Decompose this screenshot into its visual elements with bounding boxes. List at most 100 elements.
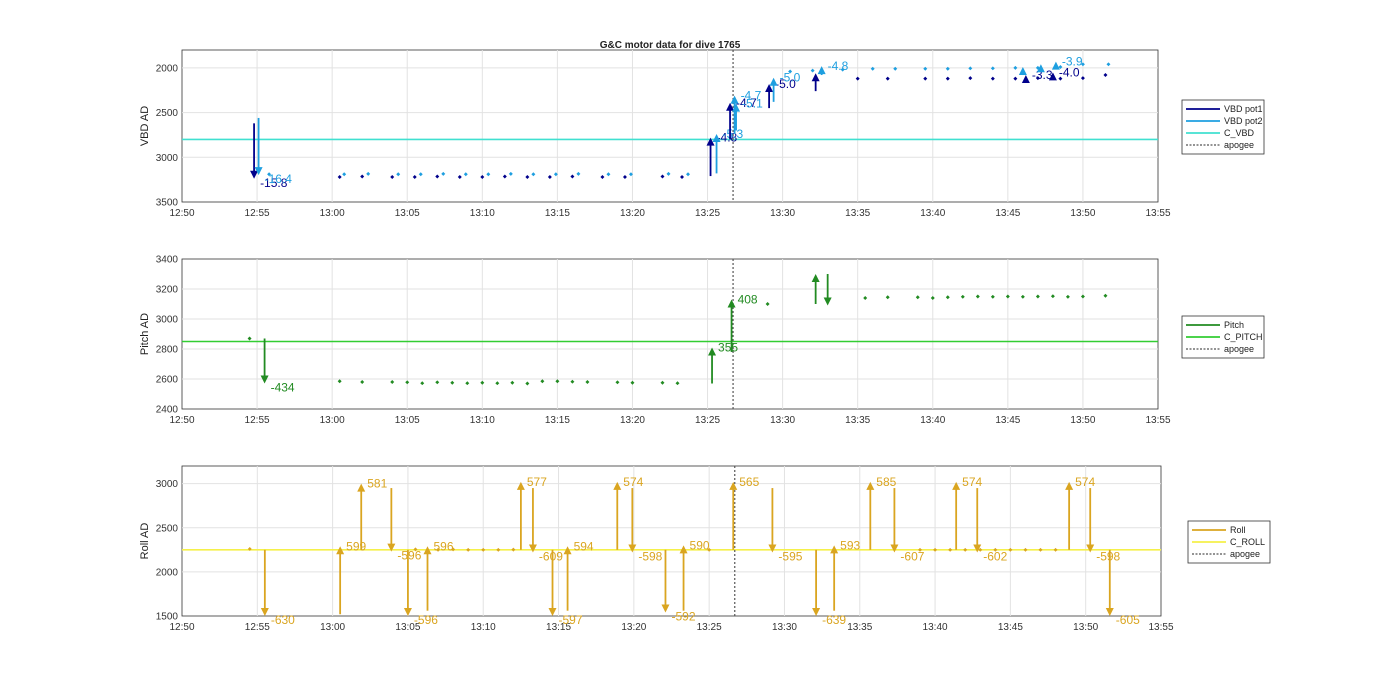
motor-move-arrowhead (727, 299, 736, 308)
x-tick-label: 13:05 (395, 208, 420, 219)
plot-area (181, 49, 1159, 203)
motor-move-arrowhead (706, 137, 715, 146)
motor-move-arrowhead (250, 170, 259, 179)
y-tick-label: 2000 (156, 567, 179, 578)
panel-2: 12:50 12:55 13:00 13:05 13:10 13:15 13:20 13:25… (139, 255, 1265, 426)
motor-move-arrowhead (866, 481, 875, 490)
x-tick-label: 13:35 (845, 208, 870, 219)
motor-move-arrowhead (357, 483, 366, 492)
x-tick-label: 12:55 (245, 622, 270, 633)
motor-move-arrowhead (732, 103, 741, 112)
motor-move-label: -3.3 (1032, 68, 1053, 82)
data-point (978, 547, 983, 552)
motor-move-arrowhead (613, 481, 622, 490)
motor-move-label: -592 (671, 609, 695, 623)
motor-move-arrowhead (403, 608, 412, 616)
data-point (933, 547, 938, 552)
motor-move-label: -5.0 (775, 77, 796, 91)
x-tick-label: 13:00 (320, 415, 345, 426)
x-tick-label: 13:05 (395, 622, 420, 633)
data-point (963, 547, 968, 552)
legend-entry: apogee (1230, 549, 1260, 559)
x-tick-label: 13:45 (995, 415, 1020, 426)
x-tick-label: 13:40 (920, 415, 945, 426)
motor-move-arrowhead (679, 545, 688, 554)
motor-move-label: -605 (1116, 613, 1140, 627)
x-tick-label: 12:50 (169, 208, 194, 219)
motor-move-arrowhead (830, 545, 839, 554)
motor-move-arrowhead (712, 134, 721, 143)
x-tick-label: 13:25 (695, 415, 720, 426)
motor-move-arrowhead (260, 608, 269, 616)
motor-move-arrowhead (336, 546, 345, 555)
motor-move-label: -15.8 (260, 176, 288, 190)
x-tick-label: 13:40 (920, 208, 945, 219)
motor-move-arrowhead (661, 604, 670, 613)
motor-move-arrowhead (1086, 544, 1095, 553)
motor-move-label: -597 (559, 613, 583, 627)
motor-move-label: -434 (271, 381, 295, 395)
motor-move-arrowhead (563, 546, 572, 555)
motor-move-arrowhead (628, 544, 637, 553)
motor-move-label: 593 (840, 538, 860, 552)
motor-move-label: -630 (271, 613, 295, 627)
motor-move-label: -598 (1096, 549, 1120, 563)
data-point (502, 174, 507, 179)
motor-move-label: 408 (738, 293, 758, 307)
motor-move-arrowhead (768, 544, 777, 553)
data-point (247, 336, 252, 341)
motor-move-arrowhead (765, 83, 774, 92)
y-tick-label: 2600 (156, 375, 179, 386)
x-tick-label: 13:00 (320, 622, 345, 633)
data-point (918, 547, 922, 552)
data-point (413, 547, 418, 552)
data-point (360, 174, 365, 179)
data-point (570, 379, 575, 384)
x-tick-label: 12:50 (169, 622, 194, 633)
x-tick-label: 13:50 (1073, 622, 1098, 633)
motor-move-label: -4.7 (741, 89, 762, 103)
x-tick-label: 12:50 (169, 415, 194, 426)
legend-entry: apogee (1224, 344, 1254, 354)
motor-move-label: 574 (962, 475, 982, 489)
y-tick-label: 2500 (156, 108, 179, 119)
motor-move-arrowhead (769, 77, 778, 86)
y-axis-label: Roll AD (139, 523, 151, 560)
data-point (1008, 547, 1013, 552)
x-tick-label: 13:10 (470, 415, 495, 426)
x-tick-label: 13:15 (545, 208, 570, 219)
motor-move-label: 577 (527, 475, 547, 489)
x-tick-label: 12:55 (245, 208, 270, 219)
motor-move-label: -596 (414, 613, 438, 627)
motor-move-arrowhead (260, 375, 269, 384)
x-tick-label: 13:35 (847, 622, 872, 633)
motor-move-arrowhead (817, 66, 826, 75)
motor-move-arrowhead (811, 73, 820, 82)
x-tick-label: 13:45 (995, 208, 1020, 219)
data-point (435, 174, 440, 179)
motor-move-label: 594 (574, 539, 594, 553)
x-tick-label: 13:20 (620, 208, 645, 219)
legend-entry: apogee (1224, 140, 1254, 150)
motor-move-arrowhead (708, 347, 717, 356)
x-tick-label: 13:30 (770, 208, 795, 219)
x-tick-label: 13:00 (320, 208, 345, 219)
x-tick-label: 13:55 (1145, 208, 1170, 219)
motor-move-label: -16.4 (265, 172, 293, 186)
data-point (675, 381, 680, 386)
y-tick-label: 3500 (156, 198, 179, 209)
motor-move-arrowhead (1021, 75, 1030, 84)
y-axis-label: VBD AD (139, 106, 151, 146)
motor-move-label: -595 (778, 549, 802, 563)
panel-1: 12:50 12:55 13:00 13:05 13:10 13:15 13:20 13:25… (139, 49, 1265, 219)
motor-move-arrowhead (726, 102, 735, 111)
data-point (948, 547, 953, 552)
x-tick-label: 13:50 (1070, 208, 1095, 219)
y-tick-label: 3400 (156, 255, 179, 266)
motor-move-label: 581 (367, 477, 387, 491)
motor-move-arrowhead (812, 608, 821, 616)
x-tick-label: 13:30 (770, 415, 795, 426)
data-point (680, 174, 684, 179)
motor-move-arrowhead (729, 481, 738, 490)
y-axis-label: Pitch AD (139, 313, 151, 355)
